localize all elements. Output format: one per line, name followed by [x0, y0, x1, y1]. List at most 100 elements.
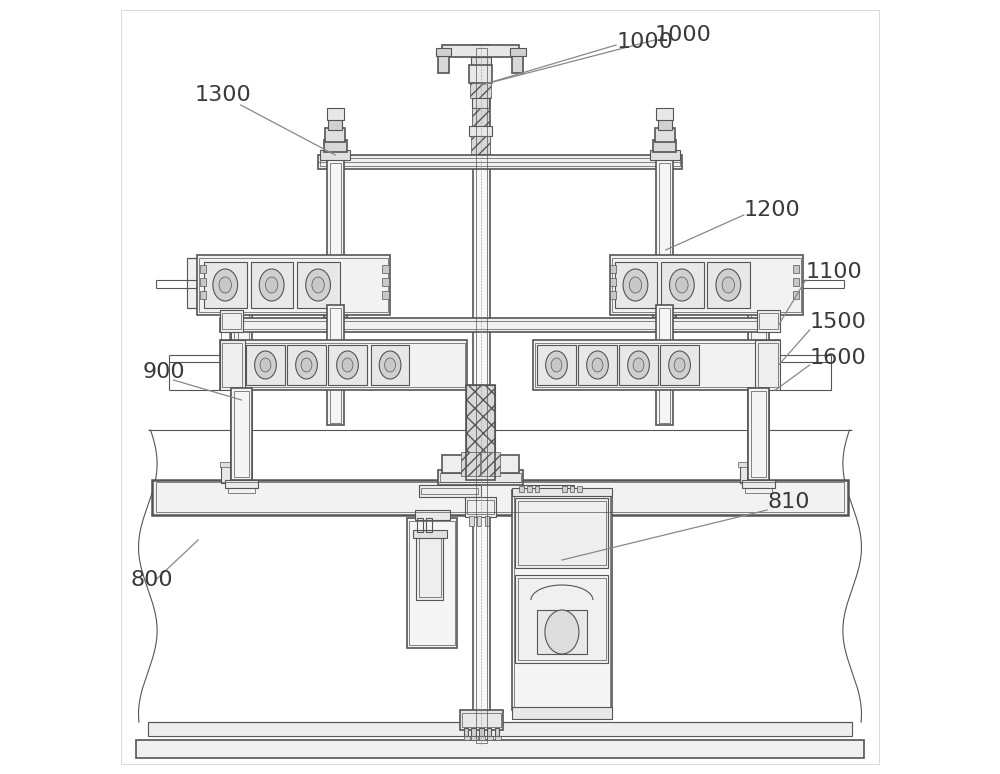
Bar	[440, 473, 521, 482]
Bar	[246, 345, 285, 385]
Bar	[231, 305, 252, 483]
Text: 1200: 1200	[744, 200, 801, 220]
Ellipse shape	[629, 277, 642, 293]
Bar	[577, 486, 582, 492]
Bar	[740, 465, 749, 483]
Bar	[320, 150, 350, 160]
Ellipse shape	[722, 277, 735, 293]
Bar	[515, 498, 608, 568]
Bar	[409, 521, 455, 645]
Ellipse shape	[306, 269, 330, 301]
Bar	[656, 108, 673, 120]
Ellipse shape	[670, 269, 694, 301]
Bar	[661, 262, 704, 308]
Bar	[477, 516, 481, 526]
Text: 1300: 1300	[194, 85, 251, 105]
Ellipse shape	[255, 351, 276, 379]
Bar	[156, 482, 844, 512]
Bar	[650, 150, 680, 160]
Bar	[426, 518, 432, 532]
Bar	[759, 313, 778, 329]
Bar	[220, 310, 243, 332]
Text: 810: 810	[767, 492, 810, 512]
Bar	[442, 45, 519, 57]
Bar	[231, 388, 252, 480]
Bar	[419, 485, 481, 497]
Bar	[523, 485, 574, 499]
Bar	[512, 707, 612, 719]
Bar	[659, 163, 670, 303]
Bar	[382, 278, 389, 286]
Bar	[793, 291, 799, 299]
Bar	[417, 518, 423, 532]
Bar	[757, 310, 780, 332]
Bar	[148, 722, 852, 736]
Bar	[220, 340, 245, 390]
Bar	[526, 488, 571, 496]
Text: 1500: 1500	[810, 312, 866, 332]
Bar	[745, 488, 772, 493]
Bar	[653, 140, 676, 152]
Bar	[469, 516, 474, 526]
Ellipse shape	[623, 269, 648, 301]
Text: 1600: 1600	[810, 348, 866, 368]
Bar	[471, 57, 491, 65]
Bar	[415, 510, 450, 520]
Bar	[519, 486, 524, 492]
Ellipse shape	[551, 358, 562, 372]
Bar	[204, 262, 247, 308]
Ellipse shape	[716, 269, 741, 301]
Bar	[197, 255, 390, 315]
Bar	[460, 710, 503, 730]
Bar	[469, 126, 492, 136]
Bar	[578, 345, 617, 385]
Bar	[222, 343, 465, 387]
Bar	[228, 488, 255, 493]
Bar	[653, 305, 676, 319]
Bar	[481, 452, 500, 476]
Ellipse shape	[379, 351, 401, 379]
Ellipse shape	[676, 277, 688, 293]
Bar	[416, 535, 443, 600]
Bar	[487, 728, 491, 736]
Bar	[225, 480, 258, 488]
Ellipse shape	[545, 610, 579, 654]
Bar	[330, 308, 341, 423]
Bar	[200, 278, 206, 286]
Bar	[466, 385, 495, 480]
Bar	[473, 45, 490, 745]
Bar	[233, 465, 242, 483]
Bar	[327, 160, 344, 305]
Bar	[325, 128, 345, 142]
Bar	[510, 48, 526, 56]
Text: 800: 800	[130, 570, 173, 590]
Bar	[466, 385, 495, 480]
Bar	[222, 343, 242, 387]
Bar	[750, 462, 762, 467]
Ellipse shape	[546, 351, 567, 379]
Bar	[533, 340, 780, 390]
Bar	[436, 48, 451, 56]
Bar	[748, 468, 755, 480]
Bar	[464, 728, 468, 736]
Bar	[231, 332, 238, 340]
Ellipse shape	[342, 358, 353, 372]
Bar	[650, 295, 680, 305]
Bar	[222, 321, 778, 329]
Bar	[615, 262, 657, 308]
Text: 900: 900	[142, 362, 185, 382]
Bar	[512, 488, 612, 496]
Bar	[655, 128, 675, 142]
Bar	[467, 500, 494, 514]
Bar	[793, 265, 799, 273]
Ellipse shape	[213, 269, 238, 301]
Bar	[612, 258, 801, 312]
Bar	[476, 48, 487, 743]
Bar	[442, 455, 519, 473]
Bar	[471, 136, 490, 154]
Bar	[512, 53, 523, 73]
Bar	[222, 313, 241, 329]
Bar	[325, 318, 345, 332]
Bar	[535, 343, 778, 387]
Bar	[751, 308, 766, 480]
